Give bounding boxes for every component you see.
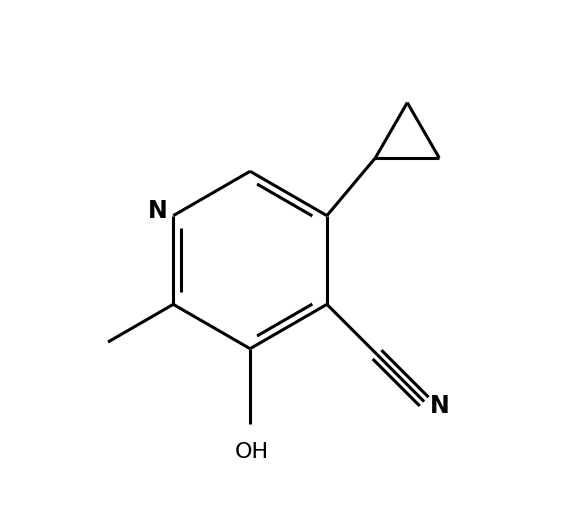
Text: N: N: [430, 394, 450, 418]
Text: N: N: [147, 199, 167, 223]
Text: OH: OH: [235, 442, 269, 462]
